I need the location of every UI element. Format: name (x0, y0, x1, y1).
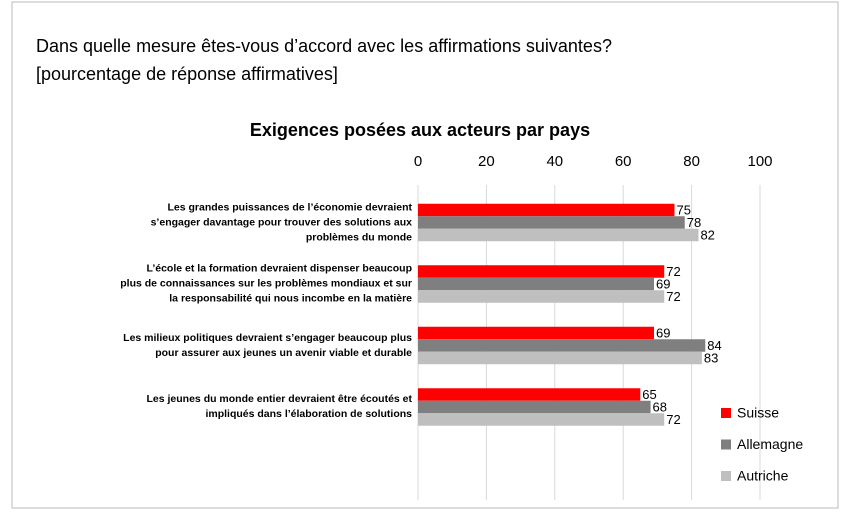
value-label: 72 (666, 289, 680, 304)
value-label: 75 (677, 202, 691, 217)
value-label: 84 (707, 338, 721, 353)
bar (418, 388, 641, 401)
x-tick-label: 80 (683, 153, 700, 170)
bar (418, 326, 654, 340)
value-label: 69 (656, 325, 670, 340)
subtitle-line: [pourcentage de réponse affirmatives] (36, 64, 338, 84)
bar (418, 203, 675, 217)
value-label: 68 (653, 399, 667, 414)
legend-swatch (721, 471, 731, 481)
value-label: 78 (687, 215, 701, 230)
bar (418, 339, 706, 352)
chart-title: Exigences posées aux acteurs par pays (250, 120, 590, 140)
bar (418, 265, 665, 278)
category-label: Les milieux politiques devraient s’engag… (123, 331, 412, 359)
bar (418, 351, 702, 365)
legend-swatch (721, 439, 731, 450)
category-label: Les jeunes du monde entier devraient êtr… (146, 393, 413, 420)
x-tick-label: 40 (546, 153, 563, 170)
legend-label: Allemagne (737, 436, 803, 452)
value-label: 65 (642, 387, 656, 402)
value-label: 72 (666, 264, 680, 279)
legend-swatch (721, 408, 731, 418)
value-label: 69 (656, 276, 670, 291)
x-tick-label: 0 (414, 153, 422, 170)
x-tick-label: 100 (747, 153, 772, 170)
value-label: 83 (704, 350, 718, 365)
x-tick-label: 60 (615, 153, 632, 170)
legend-label: Suisse (737, 405, 779, 421)
bar (418, 413, 665, 426)
legend-label: Autriche (737, 468, 789, 484)
frame (11, 1, 839, 509)
value-label: 72 (666, 412, 680, 427)
bar (418, 277, 654, 291)
x-tick-label: 20 (478, 153, 495, 170)
bar (418, 228, 699, 242)
subtitle-line: Dans quelle mesure êtes-vous d’accord av… (36, 36, 612, 56)
category-label: L’école et la formation devraient dispen… (120, 262, 412, 305)
bar (418, 216, 685, 229)
bar (418, 400, 651, 414)
bar (418, 290, 665, 303)
value-label: 82 (700, 227, 714, 242)
category-label: Les grandes puissances de l’économie dev… (150, 201, 412, 243)
